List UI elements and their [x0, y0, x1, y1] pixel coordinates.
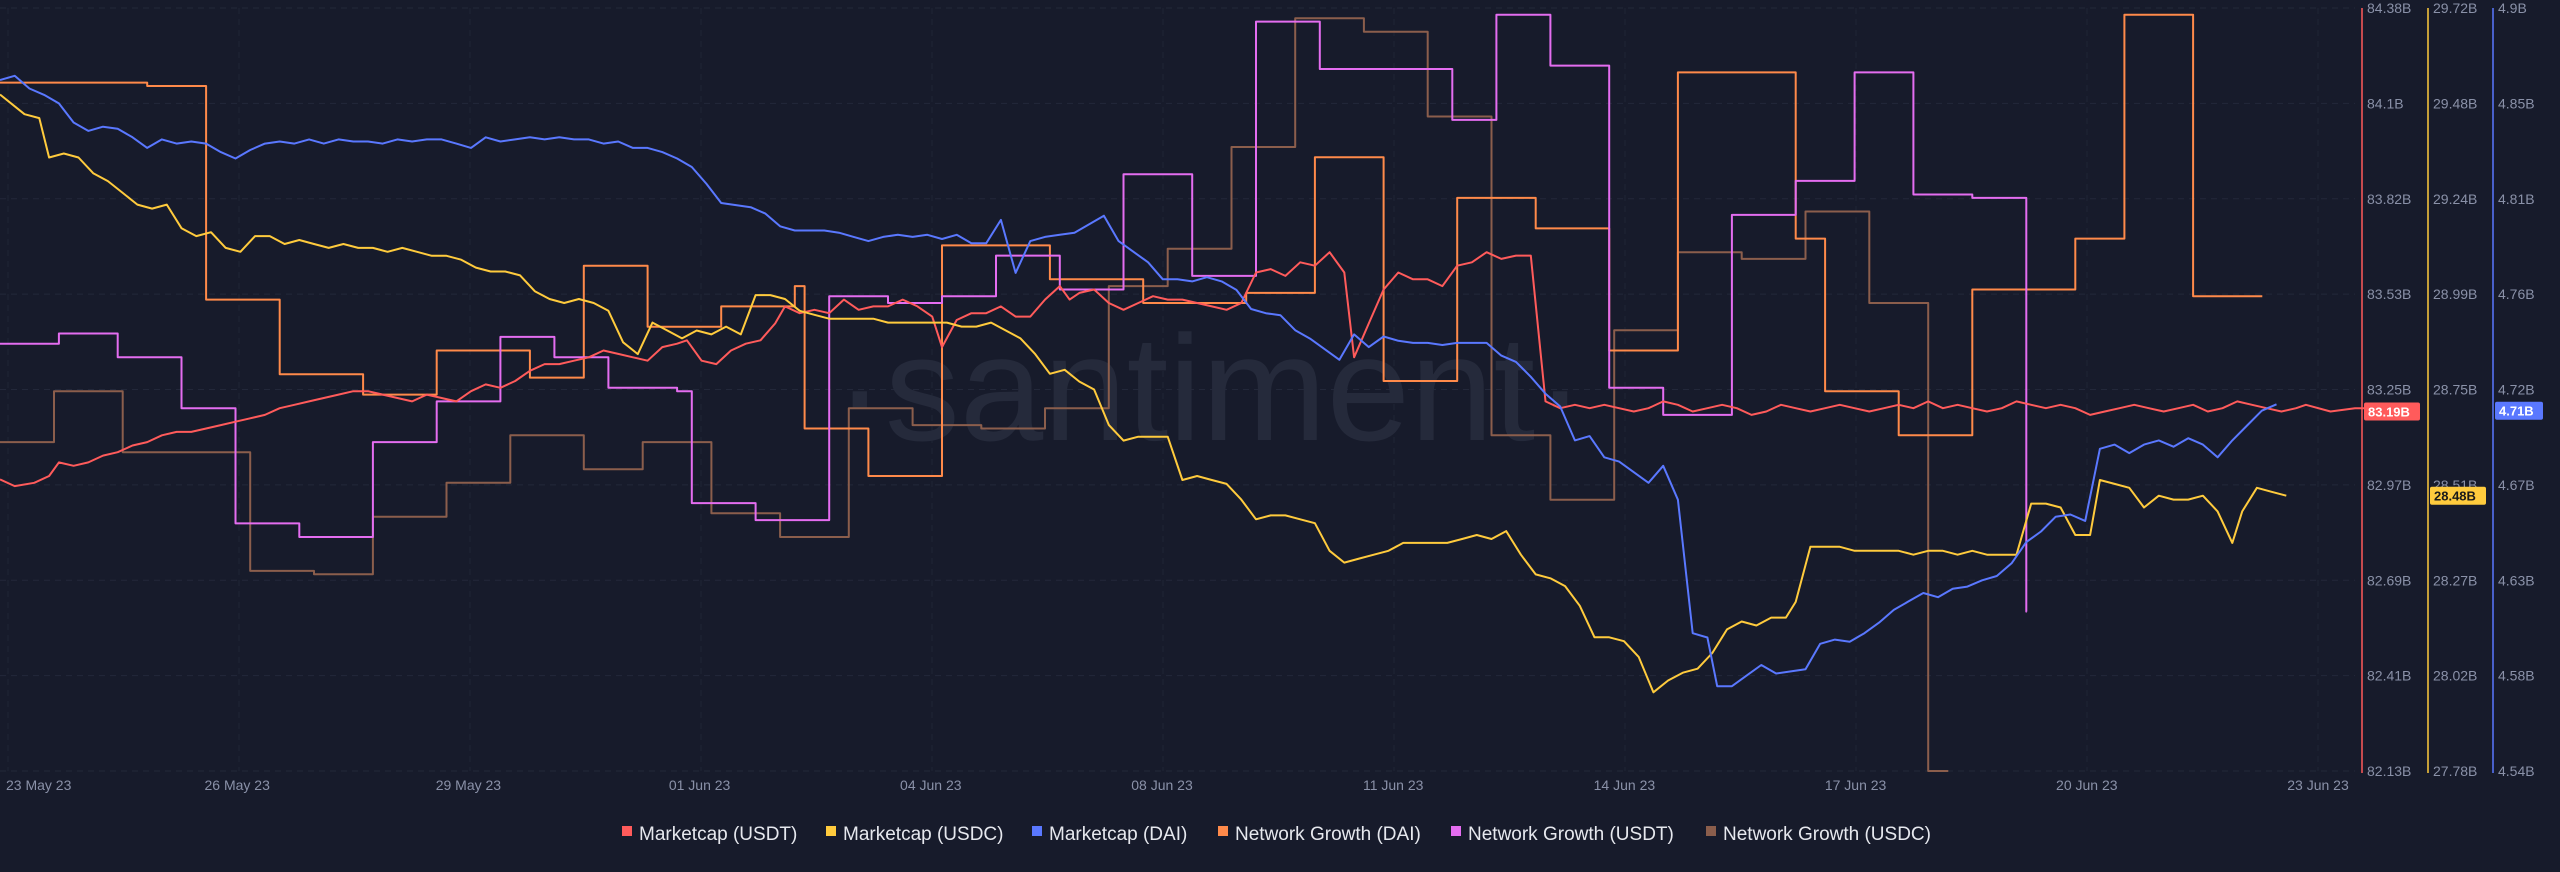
legend-label: Marketcap (USDC) [843, 824, 1003, 845]
legend-item-marketcap-dai[interactable]: Marketcap (DAI) [1032, 824, 1187, 845]
series-line-network-growth-usdt [0, 13, 2028, 613]
series-line-marketcap-usdt [0, 251, 2370, 488]
legend-swatch [622, 826, 632, 836]
x-tick-label: 29 May 23 [436, 777, 502, 793]
x-tick-label: 11 Jun 23 [1363, 777, 1424, 793]
y-tick-label-usdc: 29.72B [2433, 0, 2477, 16]
x-tick-label: 20 Jun 23 [2056, 777, 2118, 793]
series-lines [0, 13, 2370, 772]
x-tick-label: 08 Jun 23 [1131, 777, 1193, 793]
y-tick-label-dai: 4.63B [2498, 572, 2535, 588]
legend-label: Marketcap (DAI) [1049, 824, 1187, 845]
y-tick-label-usdt: 83.53B [2367, 286, 2411, 302]
watermark-text: ·santiment· [835, 304, 1585, 472]
legend-swatch [826, 826, 836, 836]
legend-item-marketcap-usdt[interactable]: Marketcap (USDT) [622, 824, 797, 845]
value-badge-usdc [2430, 486, 2486, 505]
legend-label: Marketcap (USDT) [639, 824, 797, 845]
series-line-marketcap-usdc [0, 93, 2287, 694]
y-tick-label-dai: 4.58B [2498, 668, 2535, 684]
y-tick-label-dai: 4.9B [2498, 0, 2527, 16]
value-badge-usdt [2364, 402, 2420, 421]
y-tick-label-usdc: 27.78B [2433, 763, 2477, 779]
y-tick-label-dai: 4.76B [2498, 286, 2535, 302]
x-tick-label: 04 Jun 23 [900, 777, 962, 793]
x-tick-label: 17 Jun 23 [1825, 777, 1887, 793]
y-tick-label-usdc: 29.24B [2433, 191, 2477, 207]
legend-label: Network Growth (DAI) [1235, 824, 1421, 845]
legend-swatch [1706, 826, 1716, 836]
x-axis: 23 May 23 26 May 23 29 May 23 01 Jun 23 04 J… [6, 777, 2349, 793]
legend-item-marketcap-usdc[interactable]: Marketcap (USDC) [826, 824, 1003, 845]
value-badge-label-dai: 4.71B [2499, 404, 2534, 419]
legend-label: Network Growth (USDT) [1468, 824, 1674, 845]
legend-item-network-growth-usdt[interactable]: Network Growth (USDT) [1451, 824, 1674, 845]
y-tick-label-dai: 4.67B [2498, 477, 2535, 493]
y-tick-label-usdc: 28.27B [2433, 572, 2477, 588]
y-axes: 84.38B 84.1B 83.82B 83.53B 83.25B 82.97B 82.69… [2361, 0, 2543, 779]
series-line-network-growth-dai [0, 13, 2263, 477]
y-tick-label-usdt: 82.97B [2367, 477, 2411, 493]
legend-swatch [1032, 826, 1042, 836]
legend-swatch [1451, 826, 1461, 836]
value-badge-label-usdt: 83.19B [2368, 405, 2410, 420]
legend-item-network-growth-usdc[interactable]: Network Growth (USDC) [1706, 824, 1931, 845]
y-tick-label-usdt: 83.25B [2367, 382, 2411, 398]
x-tick-label: 14 Jun 23 [1594, 777, 1656, 793]
legend-label: Network Growth (USDC) [1723, 824, 1931, 845]
y-tick-label-usdt: 82.41B [2367, 668, 2411, 684]
gridlines [0, 7, 2355, 772]
y-tick-label-usdc: 28.75B [2433, 382, 2477, 398]
y-tick-label-dai: 4.54B [2498, 763, 2535, 779]
y-tick-label-usdt: 82.13B [2367, 763, 2411, 779]
y-tick-label-usdc: 28.99B [2433, 286, 2477, 302]
x-tick-label: 26 May 23 [205, 777, 271, 793]
y-tick-label-dai: 4.72B [2498, 382, 2535, 398]
value-badge-dai [2495, 401, 2543, 420]
y-tick-label-dai: 4.81B [2498, 191, 2535, 207]
legend-swatch [1218, 826, 1228, 836]
series-line-marketcap-dai [0, 74, 2277, 688]
x-tick-label: 23 Jun 23 [2287, 777, 2349, 793]
y-tick-label-usdt: 82.69B [2367, 572, 2411, 588]
legend-item-network-growth-dai[interactable]: Network Growth (DAI) [1218, 824, 1421, 845]
x-tick-label: 23 May 23 [6, 777, 72, 793]
value-badge-label-usdc: 28.48B [2434, 489, 2476, 504]
y-tick-label-usdc: 29.48B [2433, 95, 2477, 111]
y-tick-label-usdc: 28.02B [2433, 668, 2477, 684]
y-tick-label-usdt: 84.1B [2367, 95, 2404, 111]
y-tick-label-usdt: 84.38B [2367, 0, 2411, 16]
y-tick-label-usdt: 83.82B [2367, 191, 2411, 207]
legend[interactable]: Marketcap (USDT) Marketcap (USDC) Marketca… [622, 824, 1931, 845]
y-tick-label-dai: 4.85B [2498, 95, 2535, 111]
x-tick-label: 01 Jun 23 [669, 777, 731, 793]
